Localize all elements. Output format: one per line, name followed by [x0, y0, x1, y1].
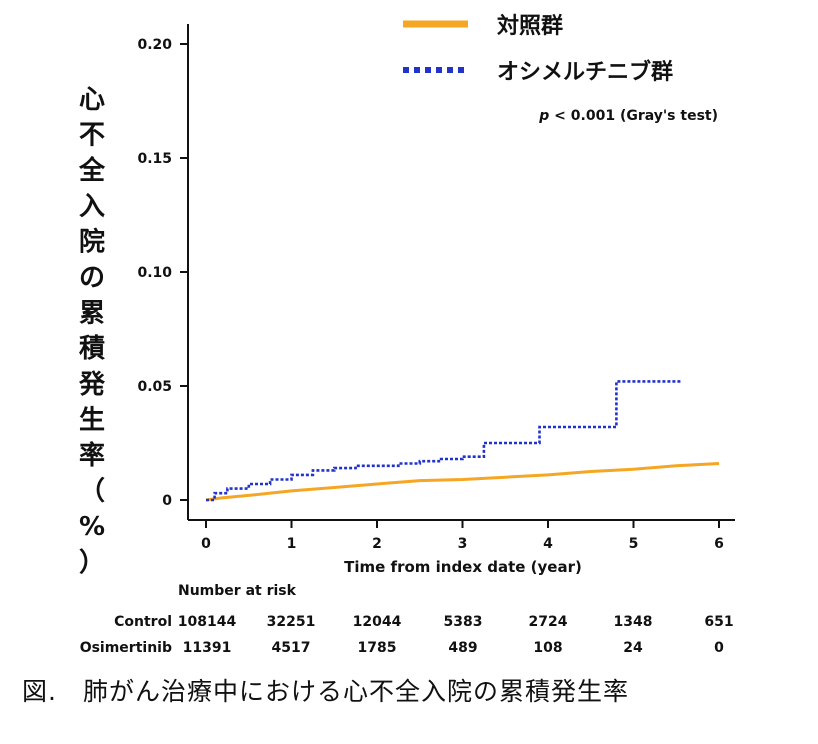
x-tick-label: 0: [201, 536, 211, 552]
y-axis-title-char: 入: [79, 192, 105, 222]
y-tick-label: 0.15: [137, 151, 172, 167]
y-axis-title-char: （: [79, 477, 105, 507]
risk-value: 1348: [614, 614, 653, 630]
risk-table-title: Number at risk: [178, 583, 297, 599]
y-axis-title-char: 積: [79, 334, 105, 364]
y-axis-title-char: 院: [79, 226, 105, 257]
y-axis-title-char: 率: [79, 440, 105, 471]
y-tick-label: 0: [162, 493, 172, 509]
risk-value: 24: [623, 640, 643, 656]
legend-label-osimertinib: オシメルチニブ群: [497, 59, 673, 85]
x-tick-label: 2: [372, 536, 382, 552]
y-axis-title-char: ）: [79, 548, 105, 578]
y-axis-title-char: 生: [79, 405, 105, 435]
series-line-control: [205, 462, 720, 502]
legend-label-control: 対照群: [497, 13, 563, 39]
x-axis-title: Time from index date (year): [344, 558, 582, 576]
series-line-osimertinib: [206, 380, 681, 502]
x-tick-label: 5: [629, 536, 639, 552]
y-tick-label: 0.20: [137, 37, 172, 53]
x-tick-label: 6: [714, 536, 724, 552]
p-symbol: p: [538, 108, 549, 124]
series-layer: [205, 380, 720, 502]
risk-value: 0: [714, 640, 724, 656]
risk-value: 1785: [358, 640, 397, 656]
legend: 対照群 オシメルチニブ群: [403, 13, 673, 85]
p-value-text: < 0.001 (Gray's test): [549, 108, 718, 124]
risk-value: 11391: [183, 640, 232, 656]
risk-row-label-control: Control: [114, 614, 172, 630]
y-axis-title-char: の: [79, 263, 105, 293]
y-axis-title-char: 発: [78, 370, 106, 400]
y-tick-label: 0.05: [137, 379, 172, 395]
risk-value: 4517: [272, 640, 311, 656]
y-axis-title-char: 不: [79, 121, 105, 151]
x-tick-label: 1: [287, 536, 297, 552]
x-tick-label: 4: [543, 536, 553, 552]
risk-value: 12044: [353, 614, 402, 630]
risk-value: 5383: [444, 614, 483, 630]
x-ticks: 0 1 2 3 4 5 6: [201, 520, 724, 552]
risk-value: 651: [704, 614, 733, 630]
y-axis-title-char: 累: [79, 299, 105, 329]
risk-value: 32251: [267, 614, 316, 630]
y-axis-title-char: %: [79, 512, 105, 542]
risk-values: 108144 32251 12044 5383 2724 1348 651 11391 4517…: [178, 614, 734, 656]
y-axis-title-char: 心: [79, 85, 105, 115]
y-ticks: 0 0.05 0.10 0.15 0.20: [137, 37, 188, 509]
risk-row-label-osimertinib: Osimertinib: [80, 640, 172, 656]
risk-value: 489: [448, 640, 477, 656]
x-tick-label: 3: [458, 536, 468, 552]
risk-value: 108144: [178, 614, 237, 630]
y-tick-label: 0.10: [137, 265, 172, 281]
y-axis-title: 心不全入院の累積発生率 （% ）: [78, 85, 106, 578]
figure-caption: 図. 肺がん治療中における心不全入院の累積発生率: [22, 677, 629, 706]
risk-value: 2724: [529, 614, 568, 630]
y-axis-title-char: 全: [78, 155, 106, 186]
risk-value: 108: [533, 640, 562, 656]
p-value-annotation: p < 0.001 (Gray's test): [538, 108, 718, 124]
